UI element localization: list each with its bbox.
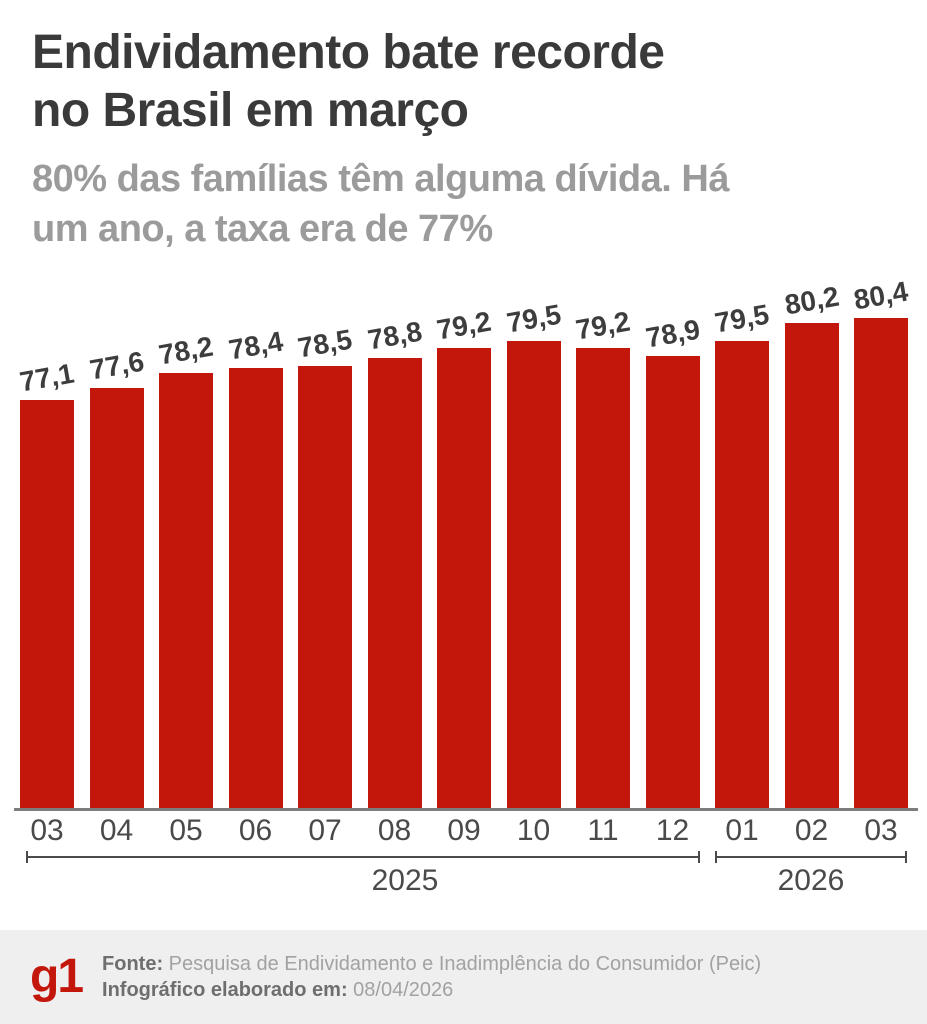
bar-rect: [20, 400, 74, 808]
bar-value-label: 79,5: [712, 298, 772, 339]
year-label-2026: 2026: [777, 864, 845, 897]
bar-rect: [576, 348, 630, 808]
bar-rect: [784, 323, 839, 808]
bar: 80,4: [851, 276, 910, 808]
bar-rect: [854, 318, 908, 808]
footer-source-text: Pesquisa de Endividamento e Inadimplênci…: [168, 953, 762, 975]
bar-rect: [159, 373, 213, 808]
bar-rect: [715, 341, 769, 808]
bar: 79,5: [712, 299, 771, 808]
bar-rect: [645, 356, 700, 808]
year-bracket-2025: [26, 851, 700, 863]
year-bracket-2026: [715, 851, 907, 863]
bar: 78,5: [295, 324, 354, 808]
bar-rect: [228, 368, 283, 808]
bar-value-label: 78,8: [364, 315, 424, 356]
x-axis-tick-label: 01: [725, 814, 759, 847]
bar: 78,4: [226, 326, 285, 808]
bar: 79,5: [504, 299, 563, 808]
footer-source-label: Fonte:: [102, 953, 164, 975]
g1-logo: g1: [30, 950, 84, 1003]
bar: 78,8: [365, 316, 424, 808]
x-axis-line: [14, 808, 918, 811]
bar-value-label: 77,1: [17, 357, 77, 398]
page-subtitle-line-1: 80% das famílias têm alguma dívida. Há: [32, 158, 729, 200]
bar-value-label: 77,6: [86, 345, 146, 386]
header: Endividamento bate recorde no Brasil em …: [32, 24, 902, 254]
x-axis-tick-label: 06: [238, 814, 273, 847]
x-axis-tick-label: 08: [377, 814, 412, 847]
footer: g1 Fonte: Pesquisa de Endividamento e In…: [0, 930, 927, 1024]
page-title: Endividamento bate recorde no Brasil em …: [32, 24, 902, 140]
footer-elaborated-date: 08/04/2026: [353, 979, 454, 1001]
bar-rect: [437, 348, 491, 808]
bar-value-label: 79,2: [573, 305, 633, 346]
x-axis-tick-label: 10: [516, 814, 551, 847]
page-subtitle: 80% das famílias têm alguma dívida. Há u…: [32, 154, 902, 254]
bar-value-label: 78,4: [225, 325, 285, 366]
x-axis-tick-label: 03: [864, 814, 898, 847]
bar: 78,2: [156, 331, 215, 808]
x-axis-tick-label: 02: [794, 814, 829, 847]
bar-value-label: 78,2: [156, 330, 216, 371]
footer-text: Fonte: Pesquisa de Endividamento e Inadi…: [102, 951, 761, 1003]
bar: 77,1: [17, 358, 76, 808]
footer-source-line: Fonte: Pesquisa de Endividamento e Inadi…: [102, 951, 761, 977]
bar: 80,2: [782, 281, 841, 808]
bar-value-label: 78,9: [642, 313, 702, 354]
x-axis-tick-label: 09: [447, 814, 481, 847]
bar: 78,9: [643, 314, 702, 808]
page-title-line-2: no Brasil em março: [32, 84, 469, 137]
page-title-line-1: Endividamento bate recorde: [32, 26, 665, 79]
bar: 79,2: [434, 306, 493, 808]
bar-value-label: 79,2: [434, 305, 494, 346]
bar-value-label: 80,4: [851, 275, 911, 316]
footer-elaborated-label: Infográfico elaborado em:: [102, 979, 348, 1001]
bar-rect: [89, 388, 144, 808]
x-axis-tick-label: 05: [169, 814, 203, 847]
bar: 79,2: [573, 306, 632, 808]
footer-date-line: Infográfico elaborado em: 08/04/2026: [102, 977, 761, 1003]
bar-rect: [506, 341, 561, 808]
x-axis-tick-label: 11: [587, 814, 619, 847]
page-subtitle-line-2: um ano, a taxa era de 77%: [32, 208, 493, 250]
x-axis-tick-label: 07: [308, 814, 342, 847]
x-axis-tick-label: 12: [655, 814, 690, 847]
x-axis-tick-label: 04: [99, 814, 134, 847]
bar-rect: [298, 366, 352, 808]
bar-value-label: 78,5: [295, 323, 355, 364]
bar-value-label: 79,5: [503, 298, 563, 339]
bar: 77,6: [87, 346, 146, 808]
x-axis-ticks: 03 04 05 06 07 08 09 10 11 12 01 02 03: [20, 814, 908, 848]
bar-value-label: 80,2: [781, 280, 841, 321]
bar-rect: [367, 358, 422, 808]
year-label-2025: 2025: [371, 864, 439, 897]
x-axis-tick-label: 03: [30, 814, 64, 847]
plot-area: 77,1 77,6 78,2 78,4 78,5 78,8 79,2 79,5 79,2 78,9…: [17, 0, 910, 808]
